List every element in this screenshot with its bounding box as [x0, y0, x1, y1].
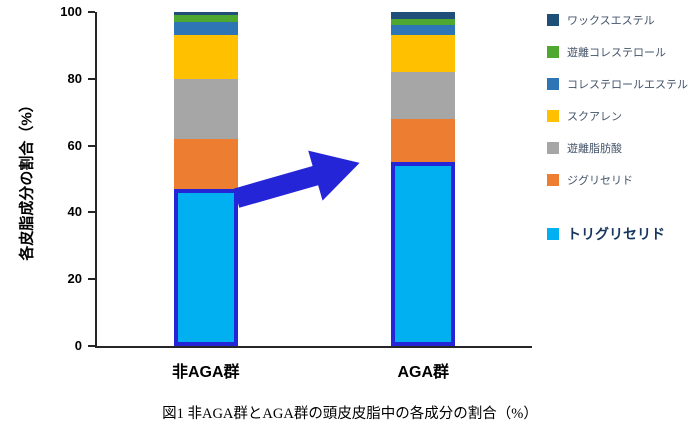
legend-swatch — [547, 78, 559, 90]
bar-segment — [391, 118, 456, 163]
legend-label: 遊離コレステロール — [567, 47, 666, 59]
bar-segment — [173, 35, 238, 79]
y-axis-label: 各皮脂成分の割合（%） — [18, 97, 36, 261]
y-tick-label: 100 — [60, 4, 82, 19]
legend-label: ジグリセリド — [567, 175, 633, 187]
y-tick-label: 0 — [74, 338, 82, 353]
legend-swatch — [547, 174, 559, 186]
legend-item: コレステロールエステル — [547, 68, 688, 100]
legend-item: トリグリセリド — [547, 218, 688, 250]
legend-item: ジグリセリド — [547, 164, 688, 196]
legend-label: スクアレン — [567, 111, 622, 123]
chart-legend: ワックスエステル 遊離コレステロールコレステロールエステル スクアレン遊離脂肪酸ジグ… — [547, 4, 688, 250]
bar-segment — [391, 12, 456, 19]
bar-segment — [391, 162, 456, 346]
legend-label: 遊離脂肪酸 — [567, 143, 622, 155]
legend-label: ワックスエステル — [567, 15, 655, 27]
bar-segment — [391, 18, 456, 26]
bar-segment — [173, 12, 238, 16]
y-tick-label: 60 — [67, 137, 82, 153]
y-tick-mark — [88, 345, 95, 347]
stacked-bar — [173, 12, 238, 346]
legend-item: ワックスエステル — [547, 4, 688, 36]
legend-label: コレステロールエステル — [567, 79, 688, 91]
bar-segment — [391, 35, 456, 73]
bar-segment — [391, 25, 456, 36]
y-axis-ticks: 0 20 40 60 80 100 — [50, 4, 88, 353]
legend-swatch — [547, 46, 559, 58]
stacked-bar — [391, 12, 456, 346]
y-tick-mark — [88, 278, 95, 281]
legend-item: 遊離コレステロール — [547, 36, 688, 68]
legend-swatch — [547, 14, 559, 26]
y-tick-label: 40 — [67, 204, 82, 220]
legend-label: トリグリセリド — [567, 226, 665, 242]
bar-segment — [173, 78, 238, 139]
y-tick-mark — [88, 77, 95, 80]
bar-segment — [173, 138, 238, 190]
y-tick-label: 20 — [67, 271, 82, 287]
x-category-label: AGA群 — [397, 364, 450, 381]
bar-segment — [173, 22, 238, 36]
y-tick-mark — [88, 144, 95, 147]
x-category-label: 非AGA群 — [171, 364, 240, 381]
increase-arrow-icon — [233, 150, 360, 208]
y-tick-label: 80 — [67, 70, 82, 86]
legend-item: 遊離脂肪酸 — [547, 132, 688, 164]
bar-segment — [173, 189, 238, 346]
bar-segment — [173, 15, 238, 23]
y-tick-mark — [88, 11, 95, 13]
legend-swatch — [547, 110, 559, 122]
figure-caption: 図1 非AGA群とAGA群の頭皮皮脂中の各成分の割合（%） — [162, 406, 538, 422]
bar-segment — [391, 72, 456, 119]
plot-area: 非AGA群 AGA群 — [88, 11, 532, 381]
legend-swatch — [547, 228, 559, 240]
legend-swatch — [547, 142, 559, 154]
legend-item: スクアレン — [547, 100, 688, 132]
increase-arrow-shape — [233, 150, 360, 208]
y-tick-mark — [88, 211, 95, 214]
